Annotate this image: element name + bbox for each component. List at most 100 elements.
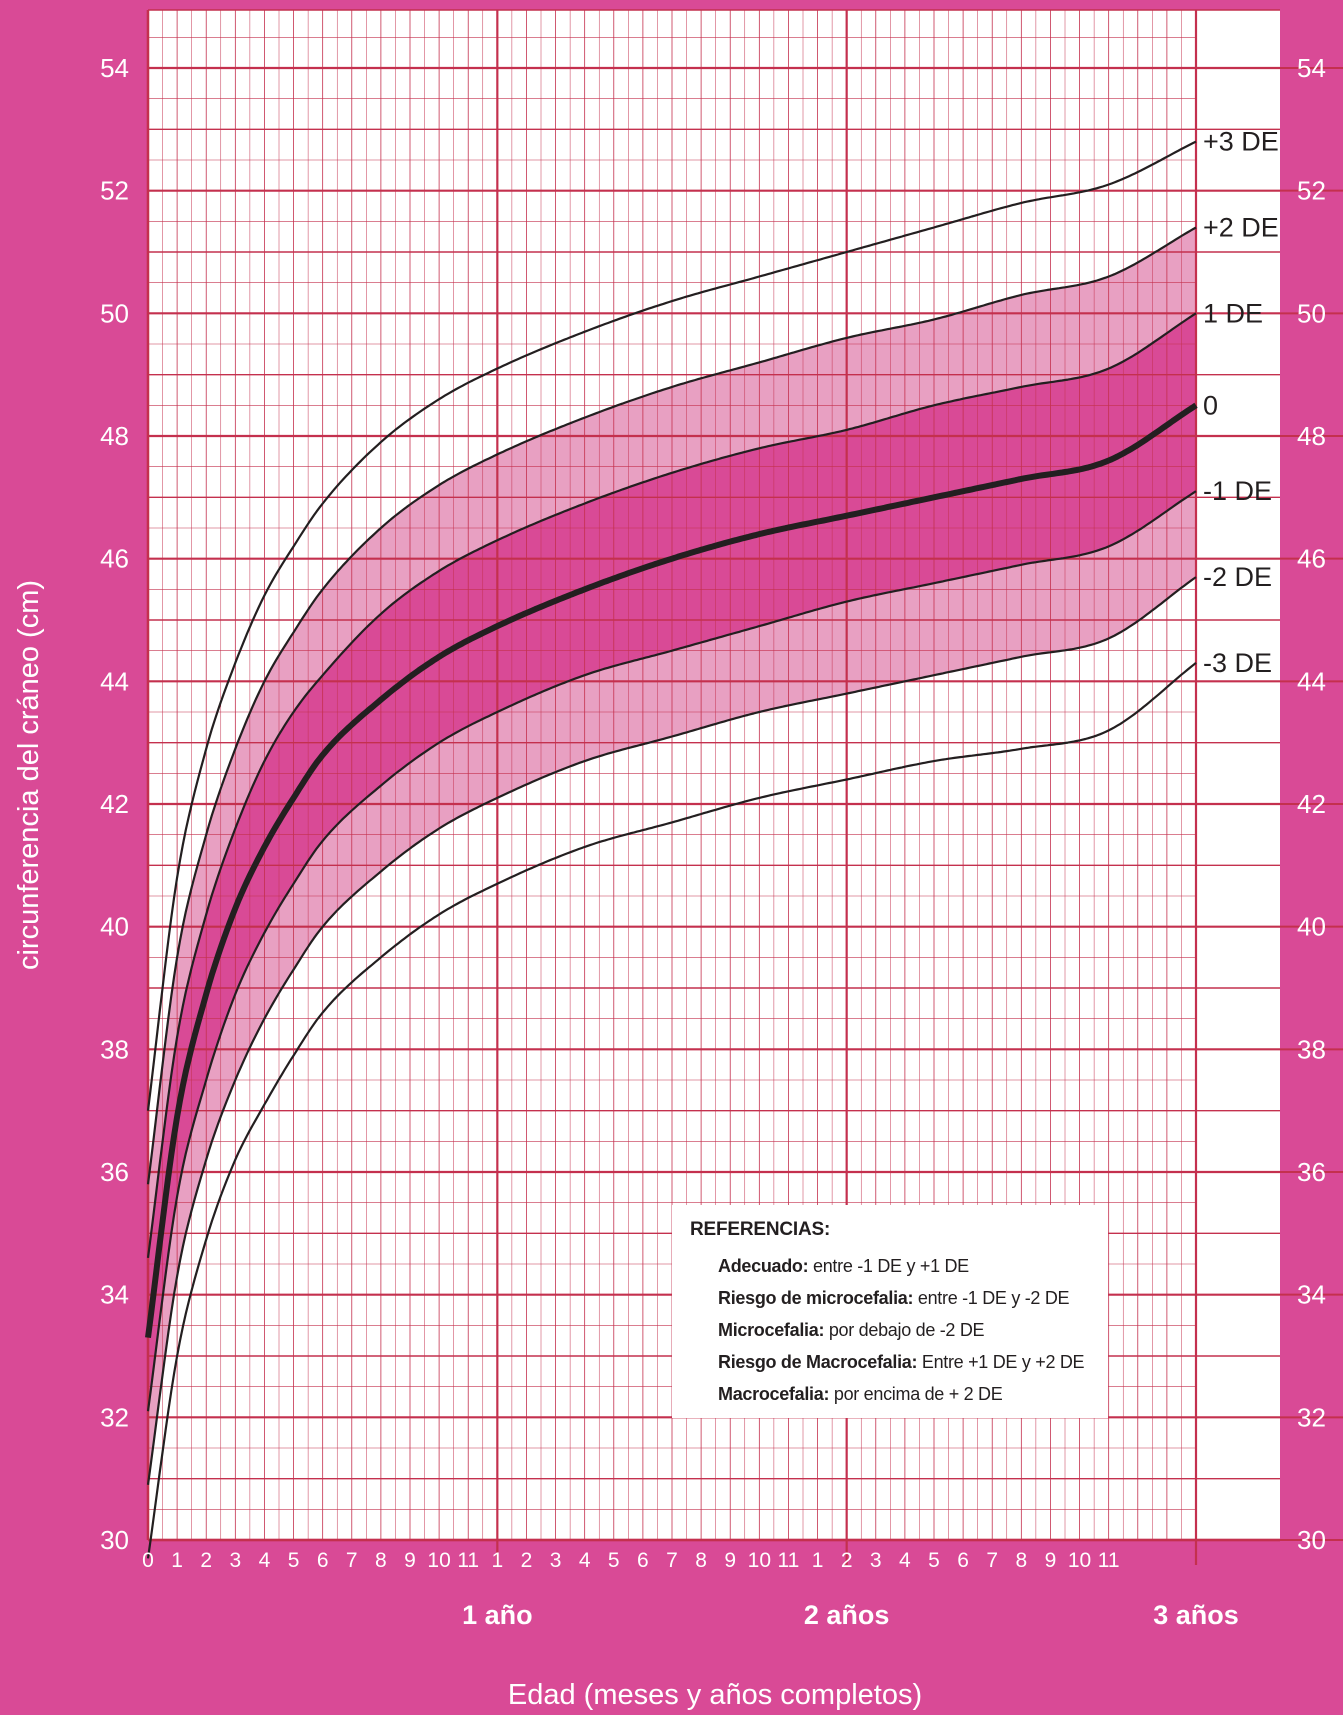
- y-tick-label-right: 36: [1297, 1157, 1326, 1187]
- legend-item-microcefalia: Microcefalia: por debajo de -2 DE: [690, 1314, 1108, 1346]
- y-tick-label-left: 46: [100, 544, 129, 574]
- y-tick-label-right: 30: [1297, 1525, 1326, 1555]
- x-tick-label: 3: [229, 1549, 241, 1572]
- legend-desc: por debajo de -2 DE: [824, 1320, 985, 1340]
- x-tick-label: 5: [928, 1549, 940, 1572]
- y-tick-label-left: 40: [100, 912, 129, 942]
- x-tick-label: 8: [1015, 1549, 1027, 1572]
- curve-label: +3 DE: [1203, 127, 1279, 157]
- x-tick-label: 3: [550, 1549, 562, 1572]
- y-tick-label-left: 36: [100, 1157, 129, 1187]
- x-tick-label: 6: [317, 1549, 329, 1572]
- y-tick-label-right: 46: [1297, 544, 1326, 574]
- x-tick-label: 10: [748, 1549, 771, 1572]
- curve-label: 1 DE: [1203, 298, 1263, 328]
- y-tick-label-left: 50: [100, 298, 129, 328]
- legend-desc: por encima de + 2 DE: [829, 1384, 1003, 1404]
- x-tick-label: 10: [427, 1549, 450, 1572]
- x-tick-label: 3: [870, 1549, 882, 1572]
- legend-term: Macrocefalia:: [718, 1384, 830, 1404]
- y-tick-label-left: 52: [100, 176, 129, 206]
- x-tick-label: 9: [404, 1549, 416, 1572]
- legend-term: Adecuado:: [718, 1256, 809, 1276]
- x-tick-label: 7: [666, 1549, 678, 1572]
- curve-label: -3 DE: [1203, 648, 1272, 678]
- x-tick-label: 1: [812, 1549, 824, 1572]
- x-tick-label: 2: [200, 1549, 212, 1572]
- curve-1DE: [146, 312, 1197, 1259]
- year-label: 3 años: [1153, 1600, 1239, 1630]
- legend-item-adecuado: Adecuado: entre -1 DE y +1 DE: [690, 1250, 1108, 1282]
- y-tick-label-right: 48: [1297, 421, 1326, 451]
- legend-item-riesgo-macrocefalia: Riesgo de Macrocefalia: Entre +1 DE y +2…: [690, 1346, 1108, 1378]
- x-tick-label: 8: [695, 1549, 707, 1572]
- x-tick-label: 10: [1068, 1549, 1091, 1572]
- legend-title: REFERENCIAS:: [690, 1219, 831, 1240]
- x-tick-label: 8: [375, 1549, 387, 1572]
- legend-desc: Entre +1 DE y +2 DE: [917, 1352, 1085, 1372]
- y-tick-label-right: 42: [1297, 789, 1326, 819]
- x-axis-title: Edad (meses y años completos): [508, 1679, 922, 1711]
- legend-item-macrocefalia: Macrocefalia: por encima de + 2 DE: [690, 1378, 1108, 1410]
- curve-label: +2 DE: [1203, 212, 1279, 242]
- x-tick-label: 4: [899, 1549, 911, 1572]
- legend-term: Riesgo de microcefalia:: [718, 1288, 914, 1308]
- legend-desc: entre -1 DE y -2 DE: [913, 1288, 1070, 1308]
- legend-box: REFERENCIAS: Adecuado: entre -1 DE y +1 …: [672, 1205, 1108, 1418]
- y-tick-label-right: 50: [1297, 298, 1326, 328]
- legend-desc: entre -1 DE y +1 DE: [808, 1256, 969, 1276]
- curve-3DE: [146, 662, 1197, 1559]
- y-tick-label-left: 34: [100, 1280, 129, 1310]
- y-tick-label-left: 30: [100, 1525, 129, 1555]
- x-tick-label: 6: [957, 1549, 969, 1572]
- y-tick-label-right: 34: [1297, 1280, 1326, 1310]
- curve-3DE: [146, 140, 1197, 1111]
- x-tick-label: 9: [724, 1549, 736, 1572]
- x-tick-label: 4: [259, 1549, 271, 1572]
- curve-label: 0: [1203, 390, 1218, 420]
- y-tick-label-left: 48: [100, 421, 129, 451]
- grid-layer: [146, 9, 1343, 1565]
- legend-item-riesgo-microcefalia: Riesgo de microcefalia: entre -1 DE y -2…: [690, 1282, 1108, 1314]
- year-label: 2 años: [804, 1600, 890, 1630]
- curve-2DE: [146, 226, 1197, 1185]
- legend-term: Microcefalia:: [718, 1320, 825, 1340]
- x-tick-label: 11: [1098, 1549, 1120, 1572]
- y-tick-label-right: 44: [1297, 666, 1326, 696]
- x-tick-label: 7: [986, 1549, 998, 1572]
- x-tick-label: 1: [171, 1549, 183, 1572]
- y-tick-label-left: 38: [100, 1034, 129, 1064]
- curve-1DE: [146, 490, 1197, 1412]
- x-tick-label: 2: [521, 1549, 533, 1572]
- y-tick-label-left: 44: [100, 666, 129, 696]
- y-tick-label-right: 32: [1297, 1402, 1326, 1432]
- y-tick-label-right: 54: [1297, 53, 1326, 83]
- y-axis-title: circunferencia del cráneo (cm): [13, 580, 45, 970]
- curve-label: -2 DE: [1203, 562, 1272, 592]
- curves-layer: [145, 140, 1198, 1559]
- x-tick-label: 2: [841, 1549, 853, 1572]
- y-tick-label-left: 32: [100, 1402, 129, 1432]
- x-tick-label: 9: [1045, 1549, 1057, 1572]
- y-tick-label-left: 54: [100, 53, 129, 83]
- x-tick-label: 11: [778, 1549, 800, 1572]
- curve-0-median: [145, 402, 1198, 1338]
- x-tick-label: 6: [637, 1549, 649, 1572]
- y-tick-label-left: 42: [100, 789, 129, 819]
- y-tick-label-right: 40: [1297, 912, 1326, 942]
- x-tick-label: 5: [288, 1549, 300, 1572]
- x-tick-label: 0: [142, 1549, 154, 1572]
- legend-term: Riesgo de Macrocefalia:: [718, 1352, 918, 1372]
- x-tick-label: 4: [579, 1549, 591, 1572]
- x-tick-label: 7: [346, 1549, 358, 1572]
- year-label: 1 año: [462, 1600, 533, 1630]
- y-tick-label-right: 52: [1297, 176, 1326, 206]
- curve-2DE: [146, 576, 1197, 1485]
- y-tick-label-right: 38: [1297, 1034, 1326, 1064]
- x-tick-label: 11: [457, 1549, 479, 1572]
- curve-label: -1 DE: [1203, 476, 1272, 506]
- x-tick-label: 1: [491, 1549, 503, 1572]
- x-tick-label: 5: [608, 1549, 620, 1572]
